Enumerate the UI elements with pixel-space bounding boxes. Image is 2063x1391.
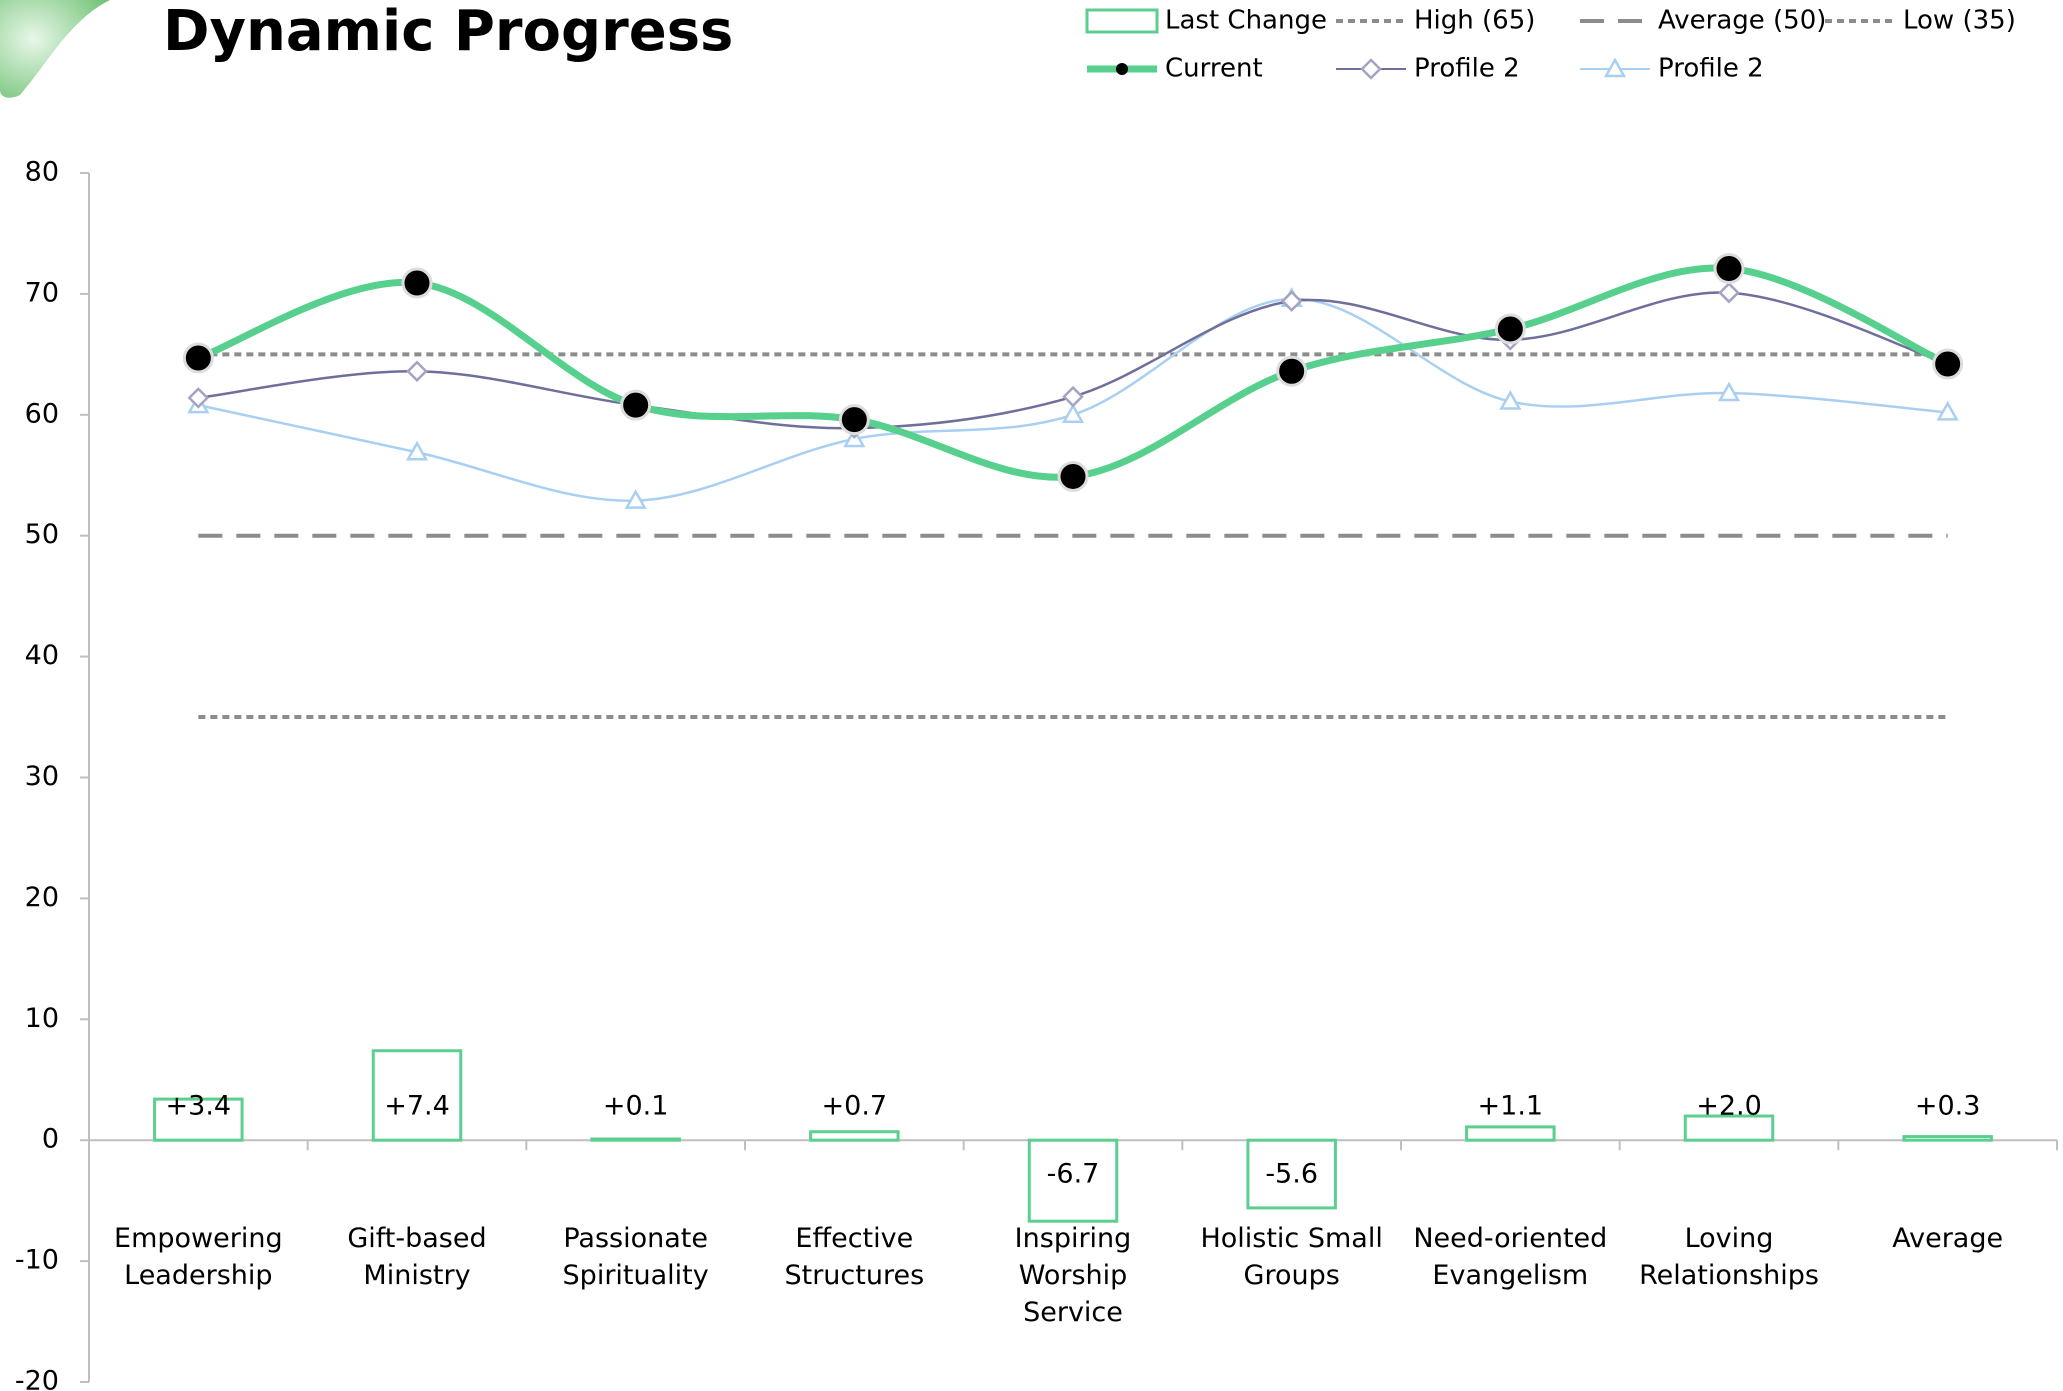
data-label: +3.4 <box>166 1091 232 1122</box>
marker <box>1064 388 1082 406</box>
data-label: -6.7 <box>1047 1159 1100 1190</box>
x-tick-label: Need-oriented Evangelism <box>1395 1220 1625 1294</box>
legend-label: Profile 2 <box>1658 54 1764 84</box>
legend-label: Profile 2 <box>1414 54 1520 84</box>
data-label: -5.6 <box>1265 1159 1318 1190</box>
x-tick-label: Holistic Small Groups <box>1177 1220 1407 1294</box>
legend-label: Average (50) <box>1658 6 1826 36</box>
legend-marker <box>1116 63 1128 75</box>
x-tick-label: Gift-based Ministry <box>302 1220 532 1294</box>
chart: Dynamic Progress -20 -10 0 10 20 30 40 50 60 70 80… <box>0 0 2063 1391</box>
legend-label: Last Change <box>1165 6 1327 36</box>
marker <box>184 344 212 372</box>
x-tick-label: Inspiring Worship Service <box>958 1220 1188 1331</box>
legend-label: Low (35) <box>1903 6 2016 36</box>
legend-label: High (65) <box>1414 6 1535 36</box>
y-tick-label: 30 <box>25 761 59 792</box>
marker <box>1720 284 1738 302</box>
legend-item: Profile 2 <box>1336 54 1520 84</box>
data-label: +0.3 <box>1915 1091 1981 1122</box>
data-label: +0.1 <box>603 1091 669 1122</box>
page: Dynamic Progress -20 -10 0 10 20 30 40 50 60 70 80… <box>0 0 2063 1391</box>
x-tick-label: Empowering Leadership <box>83 1220 313 1294</box>
bar <box>1467 1127 1554 1140</box>
marker <box>1934 350 1962 378</box>
decoration-leaf <box>0 0 110 98</box>
marker <box>403 269 431 297</box>
line <box>198 268 1947 477</box>
y-tick-label: 70 <box>25 277 59 308</box>
legend-item: High (65) <box>1336 6 1535 36</box>
x-tick-label: Loving Relationships <box>1614 1220 1844 1294</box>
y-tick-label: 80 <box>25 157 59 188</box>
marker <box>622 391 650 419</box>
x-tick-label: Effective Structures <box>739 1220 969 1294</box>
marker <box>1059 462 1087 490</box>
chart-title: Dynamic Progress <box>163 0 733 64</box>
y-tick-label: 40 <box>25 640 59 671</box>
data-label: +0.7 <box>822 1091 888 1122</box>
bar <box>1904 1137 1991 1141</box>
marker <box>189 389 207 407</box>
data-label: +7.4 <box>384 1091 450 1122</box>
marker <box>1715 255 1743 283</box>
legend-item: Low (35) <box>1825 6 2016 36</box>
legend-item: Average (50) <box>1580 6 1826 36</box>
x-tick-label: Average <box>1833 1220 2063 1257</box>
marker <box>1283 292 1301 310</box>
y-tick-label: 60 <box>25 398 59 429</box>
legend-item: Last Change <box>1087 6 1327 36</box>
legend-swatch <box>1087 10 1157 32</box>
marker <box>1278 357 1306 385</box>
marker <box>1496 315 1524 343</box>
marker <box>408 362 426 380</box>
x-tick-label: Passionate Spirituality <box>521 1220 751 1294</box>
y-tick-label: 50 <box>25 519 59 550</box>
y-tick-label: 20 <box>25 882 59 913</box>
data-label: +2.0 <box>1696 1091 1762 1122</box>
legend-label: Current <box>1165 54 1263 84</box>
y-tick-label: -10 <box>15 1245 59 1276</box>
data-label: +1.1 <box>1478 1091 1544 1122</box>
bar <box>592 1139 679 1140</box>
y-tick-label: 10 <box>25 1003 59 1034</box>
bar <box>811 1132 898 1140</box>
y-tick-label: -20 <box>15 1366 59 1391</box>
legend-item: Profile 2 <box>1580 54 1764 84</box>
marker <box>1362 60 1380 78</box>
marker <box>840 406 868 434</box>
y-tick-label: 0 <box>42 1124 59 1155</box>
legend-item: Current <box>1087 54 1263 84</box>
